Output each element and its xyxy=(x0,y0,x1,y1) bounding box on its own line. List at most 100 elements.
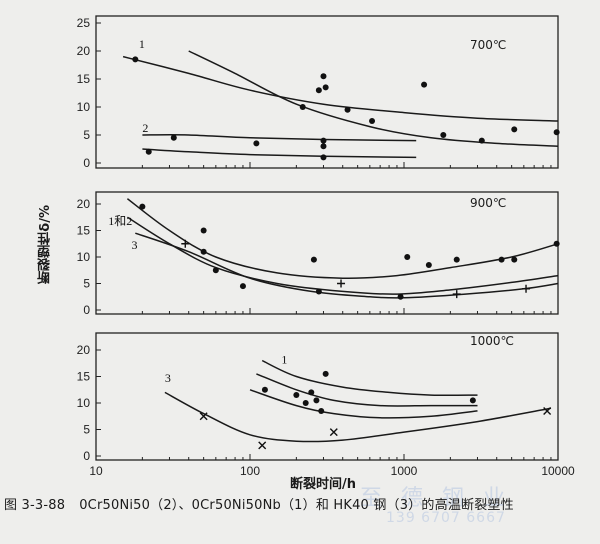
data-point xyxy=(320,154,327,161)
y-axis-label: 断裂塑性δ/% xyxy=(38,205,53,284)
data-point xyxy=(315,288,322,295)
plot-frame xyxy=(95,191,559,315)
data-point xyxy=(421,81,428,88)
data-point xyxy=(369,118,376,124)
data-point xyxy=(315,87,322,94)
x-axis-label: 断裂时间/h xyxy=(290,477,357,492)
panel-title-900: 900℃ xyxy=(470,196,507,210)
data-point xyxy=(320,143,327,150)
data-point xyxy=(320,137,327,144)
data-point xyxy=(440,132,447,138)
curve-1b xyxy=(256,373,478,407)
data-point xyxy=(511,256,518,263)
data-point xyxy=(170,134,177,141)
curve-1a xyxy=(261,359,478,397)
curve-2a xyxy=(142,134,417,142)
data-point xyxy=(212,267,219,274)
watermark-phone: 139 6707 6667 xyxy=(386,510,506,526)
data-point-plus xyxy=(337,279,346,288)
x-tick-label: 10 xyxy=(89,464,103,478)
data-point xyxy=(478,137,485,144)
data-point xyxy=(318,407,325,414)
data-point xyxy=(310,256,317,263)
data-point xyxy=(469,397,476,404)
y-tick-label: 15 xyxy=(77,224,91,238)
plot-frame xyxy=(95,15,559,169)
curve-label: 3 xyxy=(165,371,171,385)
plot-frame xyxy=(95,332,559,461)
curve-3 xyxy=(164,391,552,443)
y-tick-label: 10 xyxy=(77,396,91,410)
data-point-cross xyxy=(543,406,552,415)
curve-3 xyxy=(135,232,559,299)
caption-number: 图 3-3-88 xyxy=(4,498,66,513)
data-point xyxy=(397,293,404,300)
y-tick-label: 15 xyxy=(77,72,91,86)
data-point xyxy=(322,370,329,377)
data-point-plus xyxy=(452,290,461,299)
data-point xyxy=(293,392,300,399)
data-point xyxy=(145,148,152,155)
y-tick-label: 15 xyxy=(77,370,91,384)
x-tick-label: 10000 xyxy=(541,464,575,478)
data-point xyxy=(200,248,207,255)
data-point xyxy=(139,203,146,210)
y-tick-label: 20 xyxy=(77,343,91,357)
y-tick-label: 5 xyxy=(83,423,90,437)
data-point xyxy=(322,84,329,91)
x-tick-label: 100 xyxy=(240,464,260,478)
panel-2: 0 5 10 15 20 1 3 xyxy=(77,332,559,463)
curve-1c xyxy=(249,389,478,419)
data-point xyxy=(453,256,460,263)
data-point xyxy=(498,256,505,263)
data-point xyxy=(302,400,309,406)
y-tick-label: 10 xyxy=(77,250,91,264)
data-point xyxy=(308,389,315,396)
data-point-plus xyxy=(522,284,531,293)
data-point xyxy=(132,56,139,63)
curve-1and2b xyxy=(127,216,559,295)
data-point xyxy=(425,261,432,268)
data-point-cross xyxy=(199,412,208,421)
data-point xyxy=(344,106,351,113)
data-point-plus xyxy=(181,239,190,248)
panel-title-1000: 1000℃ xyxy=(470,334,515,348)
y-tick-label: 5 xyxy=(83,128,90,142)
data-point xyxy=(553,129,560,136)
y-tick-label: 0 xyxy=(83,303,90,317)
y-tick-label: 0 xyxy=(83,449,90,463)
panel-title-700: 700℃ xyxy=(470,38,507,52)
data-point xyxy=(553,240,560,247)
curve-1a xyxy=(188,50,559,147)
x-tick-label: 1000 xyxy=(391,464,418,478)
data-point xyxy=(313,397,320,404)
y-tick-label: 10 xyxy=(77,100,91,114)
data-point xyxy=(239,283,246,290)
figure-caption: 图 3-3-88 0Cr50Ni50（2）、0Cr50Ni50Nb（1）和 HK4… xyxy=(4,494,514,513)
data-point xyxy=(253,140,260,147)
y-tick-label: 25 xyxy=(77,16,91,30)
y-tick-label: 5 xyxy=(83,277,90,291)
curve-label: 1 xyxy=(281,352,287,366)
data-point xyxy=(511,126,518,133)
curve-2b xyxy=(142,148,417,159)
curve-1b xyxy=(122,55,559,122)
data-point xyxy=(200,227,207,234)
panel-0: 0 5 10 15 20 25 1 2 xyxy=(77,15,560,170)
curve-label: 1和2 xyxy=(108,214,132,228)
panel-1: 0 5 10 15 20 1和2 3 xyxy=(77,191,560,317)
data-point xyxy=(404,254,411,260)
data-point xyxy=(261,386,268,393)
data-point-cross xyxy=(329,428,338,437)
y-tick-label: 20 xyxy=(77,44,91,58)
data-point xyxy=(299,104,306,110)
curve-label: 3 xyxy=(131,238,137,252)
data-point-cross xyxy=(258,441,267,450)
curve-label: 1 xyxy=(139,37,145,51)
data-point xyxy=(320,73,327,80)
curve-1and2a xyxy=(126,198,559,280)
curve-label: 2 xyxy=(142,121,148,135)
caption-text: 0Cr50Ni50（2）、0Cr50Ni50Nb（1）和 HK40 钢（3）的高… xyxy=(79,498,514,513)
y-tick-label: 0 xyxy=(83,156,90,170)
